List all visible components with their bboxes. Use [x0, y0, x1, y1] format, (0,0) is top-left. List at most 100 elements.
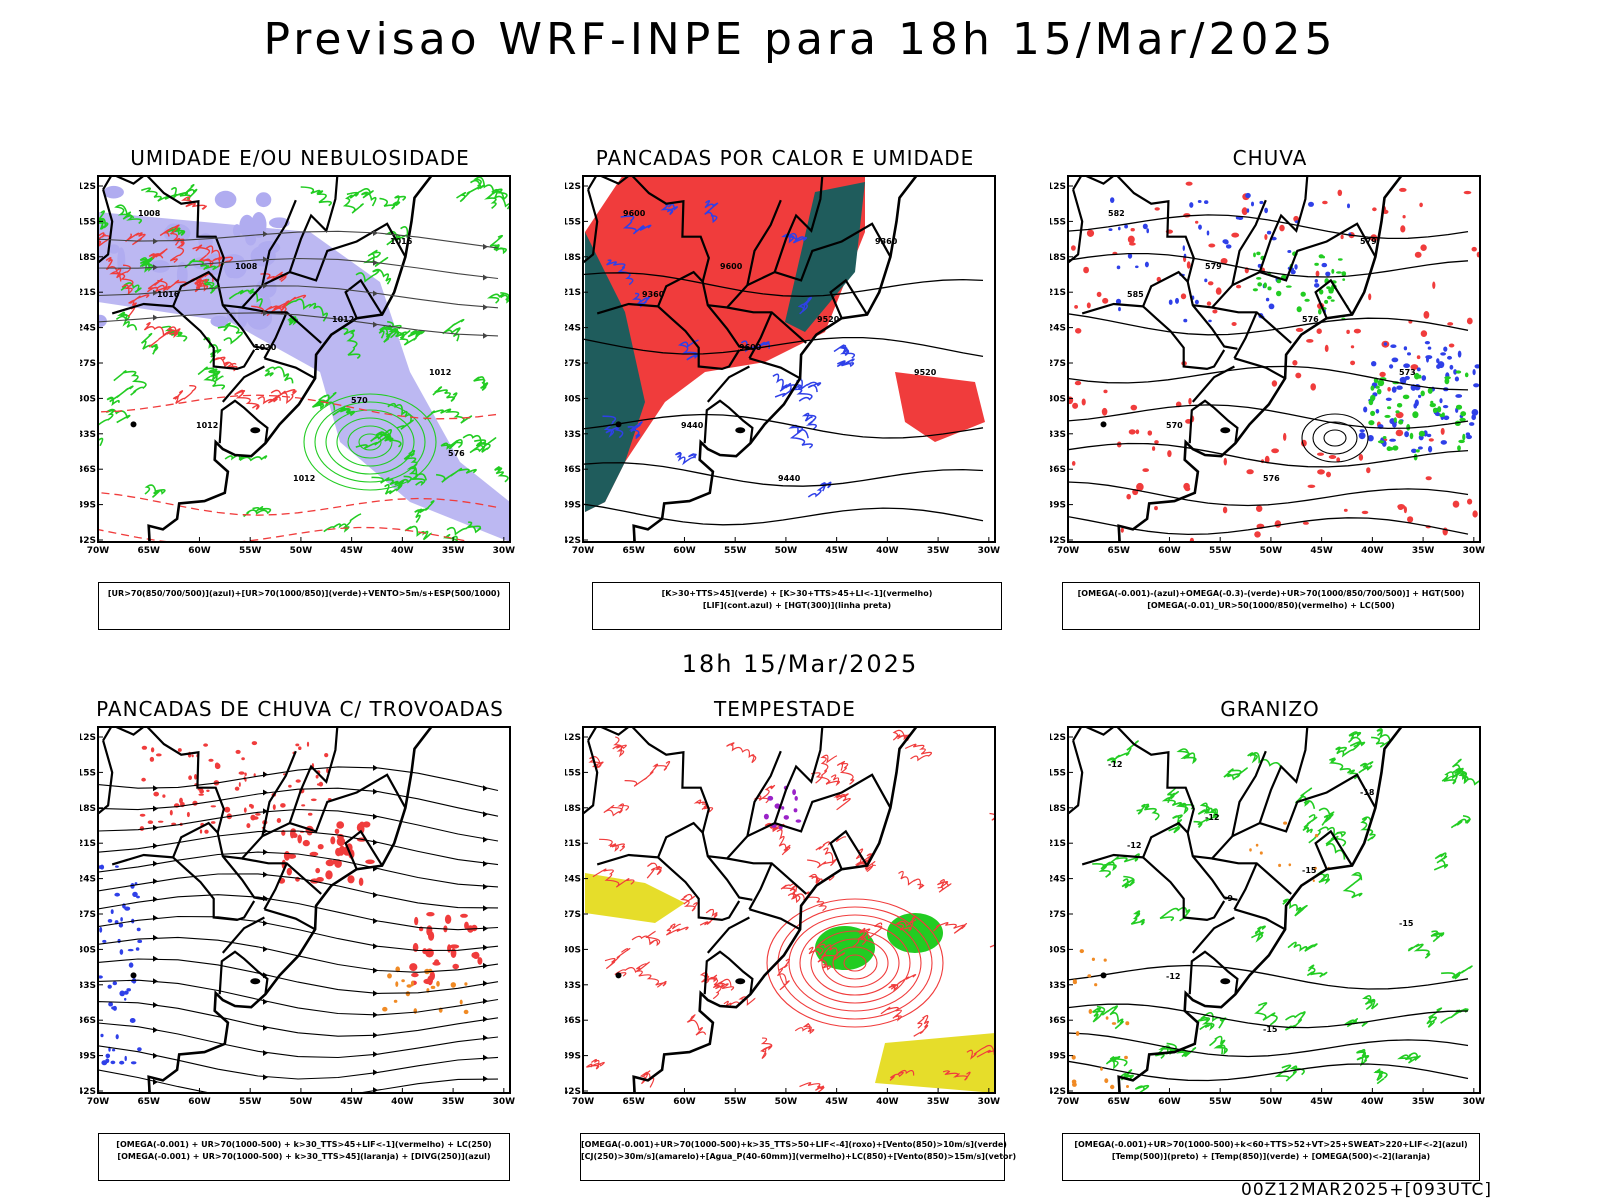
rain-cell	[1459, 417, 1466, 422]
rain-cell	[1343, 508, 1348, 512]
rain-cell	[1108, 228, 1113, 231]
temperature-850-contour	[1451, 758, 1468, 780]
rain-cell	[1414, 372, 1420, 380]
lake	[615, 972, 622, 979]
rain-cell	[1147, 430, 1153, 436]
storm-cell	[316, 877, 324, 882]
rain-cell	[1471, 409, 1479, 416]
divergence-cell	[132, 891, 138, 897]
lat-tick-label: 42S	[1050, 1087, 1066, 1097]
storm-cell	[302, 839, 310, 847]
precipitable-water-contour	[631, 930, 661, 947]
divergence-cell	[119, 949, 124, 955]
temperature-850-contour	[1302, 814, 1318, 834]
precipitable-water-contour	[894, 915, 917, 932]
rain-cell	[1424, 341, 1430, 345]
lon-tick-label: 65W	[623, 546, 646, 556]
storm-cell	[434, 959, 440, 966]
lon-tick-label: 40W	[391, 546, 414, 556]
rain-cell	[1285, 285, 1292, 288]
map-layer	[583, 727, 995, 1093]
lifted-index-contour	[781, 232, 808, 244]
humidity-cell	[103, 185, 124, 199]
storm-cell	[406, 984, 412, 988]
country-border	[1192, 727, 1309, 860]
rain-cell	[1390, 344, 1397, 348]
stream-arrow	[373, 290, 378, 297]
humidity-contour	[284, 298, 329, 322]
humidity-contour	[363, 249, 389, 268]
map-background	[1068, 727, 1480, 1093]
temperature-850-contour	[1450, 815, 1471, 829]
stream-arrow	[373, 1011, 378, 1018]
lon-tick-label: 50W	[290, 1097, 313, 1107]
rain-cell	[1294, 264, 1298, 270]
precipitable-water-contour	[913, 1014, 929, 1037]
lifted-index-contour	[632, 292, 651, 308]
precipitable-water-contour	[780, 883, 801, 904]
lon-tick-label: 60W	[188, 546, 211, 556]
stream-arrow	[153, 842, 158, 849]
lon-tick-label: 55W	[724, 546, 747, 556]
legend-line: [OMEGA(-0.001) + UR>70(1000-500) + k>30_…	[116, 1140, 492, 1149]
storm-cell	[426, 925, 433, 935]
humidity-contour	[139, 254, 157, 273]
rain-cell	[1411, 365, 1415, 371]
rain-cell	[1403, 506, 1407, 514]
rain-cell	[1346, 329, 1350, 334]
geopotential-contour	[1068, 404, 1469, 430]
divergence-cell	[114, 892, 120, 897]
lat-tick-label: 33S	[80, 430, 96, 440]
map-frame	[97, 175, 511, 543]
map-layer: 582 579 576 573 570 576 579 585	[1068, 176, 1480, 542]
contour-label: 582	[1108, 209, 1125, 218]
divergence-cell	[115, 1034, 119, 1040]
divergence-cell	[112, 1048, 116, 1052]
omega-cell	[1278, 863, 1282, 867]
storm-cell	[334, 828, 340, 834]
stream-arrow	[373, 788, 378, 795]
humidity-contour	[384, 475, 412, 495]
storm-cell	[272, 804, 276, 810]
storm-cell	[310, 798, 317, 802]
lake	[615, 421, 622, 428]
map-frame	[1067, 726, 1481, 1094]
rain-cell	[1115, 298, 1122, 305]
rain-cell	[1296, 306, 1302, 313]
rain-cell	[1180, 293, 1187, 300]
temperature-850-contour	[1287, 941, 1318, 952]
rain-cell	[1387, 406, 1392, 410]
rain-cell	[1421, 375, 1427, 381]
lon-tick-label: 40W	[1361, 546, 1384, 556]
rain-cell	[1440, 352, 1446, 356]
stream-arrow	[153, 896, 158, 903]
storm-cell	[238, 782, 241, 787]
stream-arrow	[483, 1016, 488, 1023]
rain-cell	[1440, 427, 1445, 435]
rain-cell	[1326, 286, 1331, 290]
rain-cell	[1251, 201, 1254, 207]
storm-cell	[426, 912, 435, 917]
humidity-cell	[210, 315, 229, 328]
contour-label: -12	[1127, 841, 1141, 850]
panel-umidade: UMIDADE E/OU NEBULOSIDADE 1008 1008 1012 10…	[80, 146, 520, 630]
streamline-vortex	[821, 938, 889, 988]
lon-tick-label: 45W	[340, 546, 363, 556]
storm-cell	[155, 753, 162, 757]
run-info-footer: 00Z12MAR2025+[093UTC]	[1241, 1180, 1492, 1200]
forecast-map: 1008 1008 1012 1012 1012 1012 1016 1016 1020 570 5…	[80, 175, 515, 556]
streamline	[98, 936, 499, 973]
rain-cell	[1385, 397, 1392, 401]
rain-cell	[1314, 262, 1319, 266]
lake	[250, 978, 261, 985]
temperature-850-contour	[1274, 1064, 1305, 1082]
stream-arrow	[483, 905, 488, 912]
rain-cell	[1328, 290, 1334, 294]
thickness-contour	[181, 196, 207, 210]
rain-cell	[1407, 352, 1411, 356]
panel-chuva: CHUVA 582 579 576 573 570 576 579 585 12S 15S 18S 2…	[1050, 146, 1490, 630]
country-border	[263, 311, 288, 359]
humidity-contour	[342, 191, 364, 214]
omega-cell	[1126, 1085, 1129, 1088]
precipitable-water-contour	[815, 754, 838, 784]
